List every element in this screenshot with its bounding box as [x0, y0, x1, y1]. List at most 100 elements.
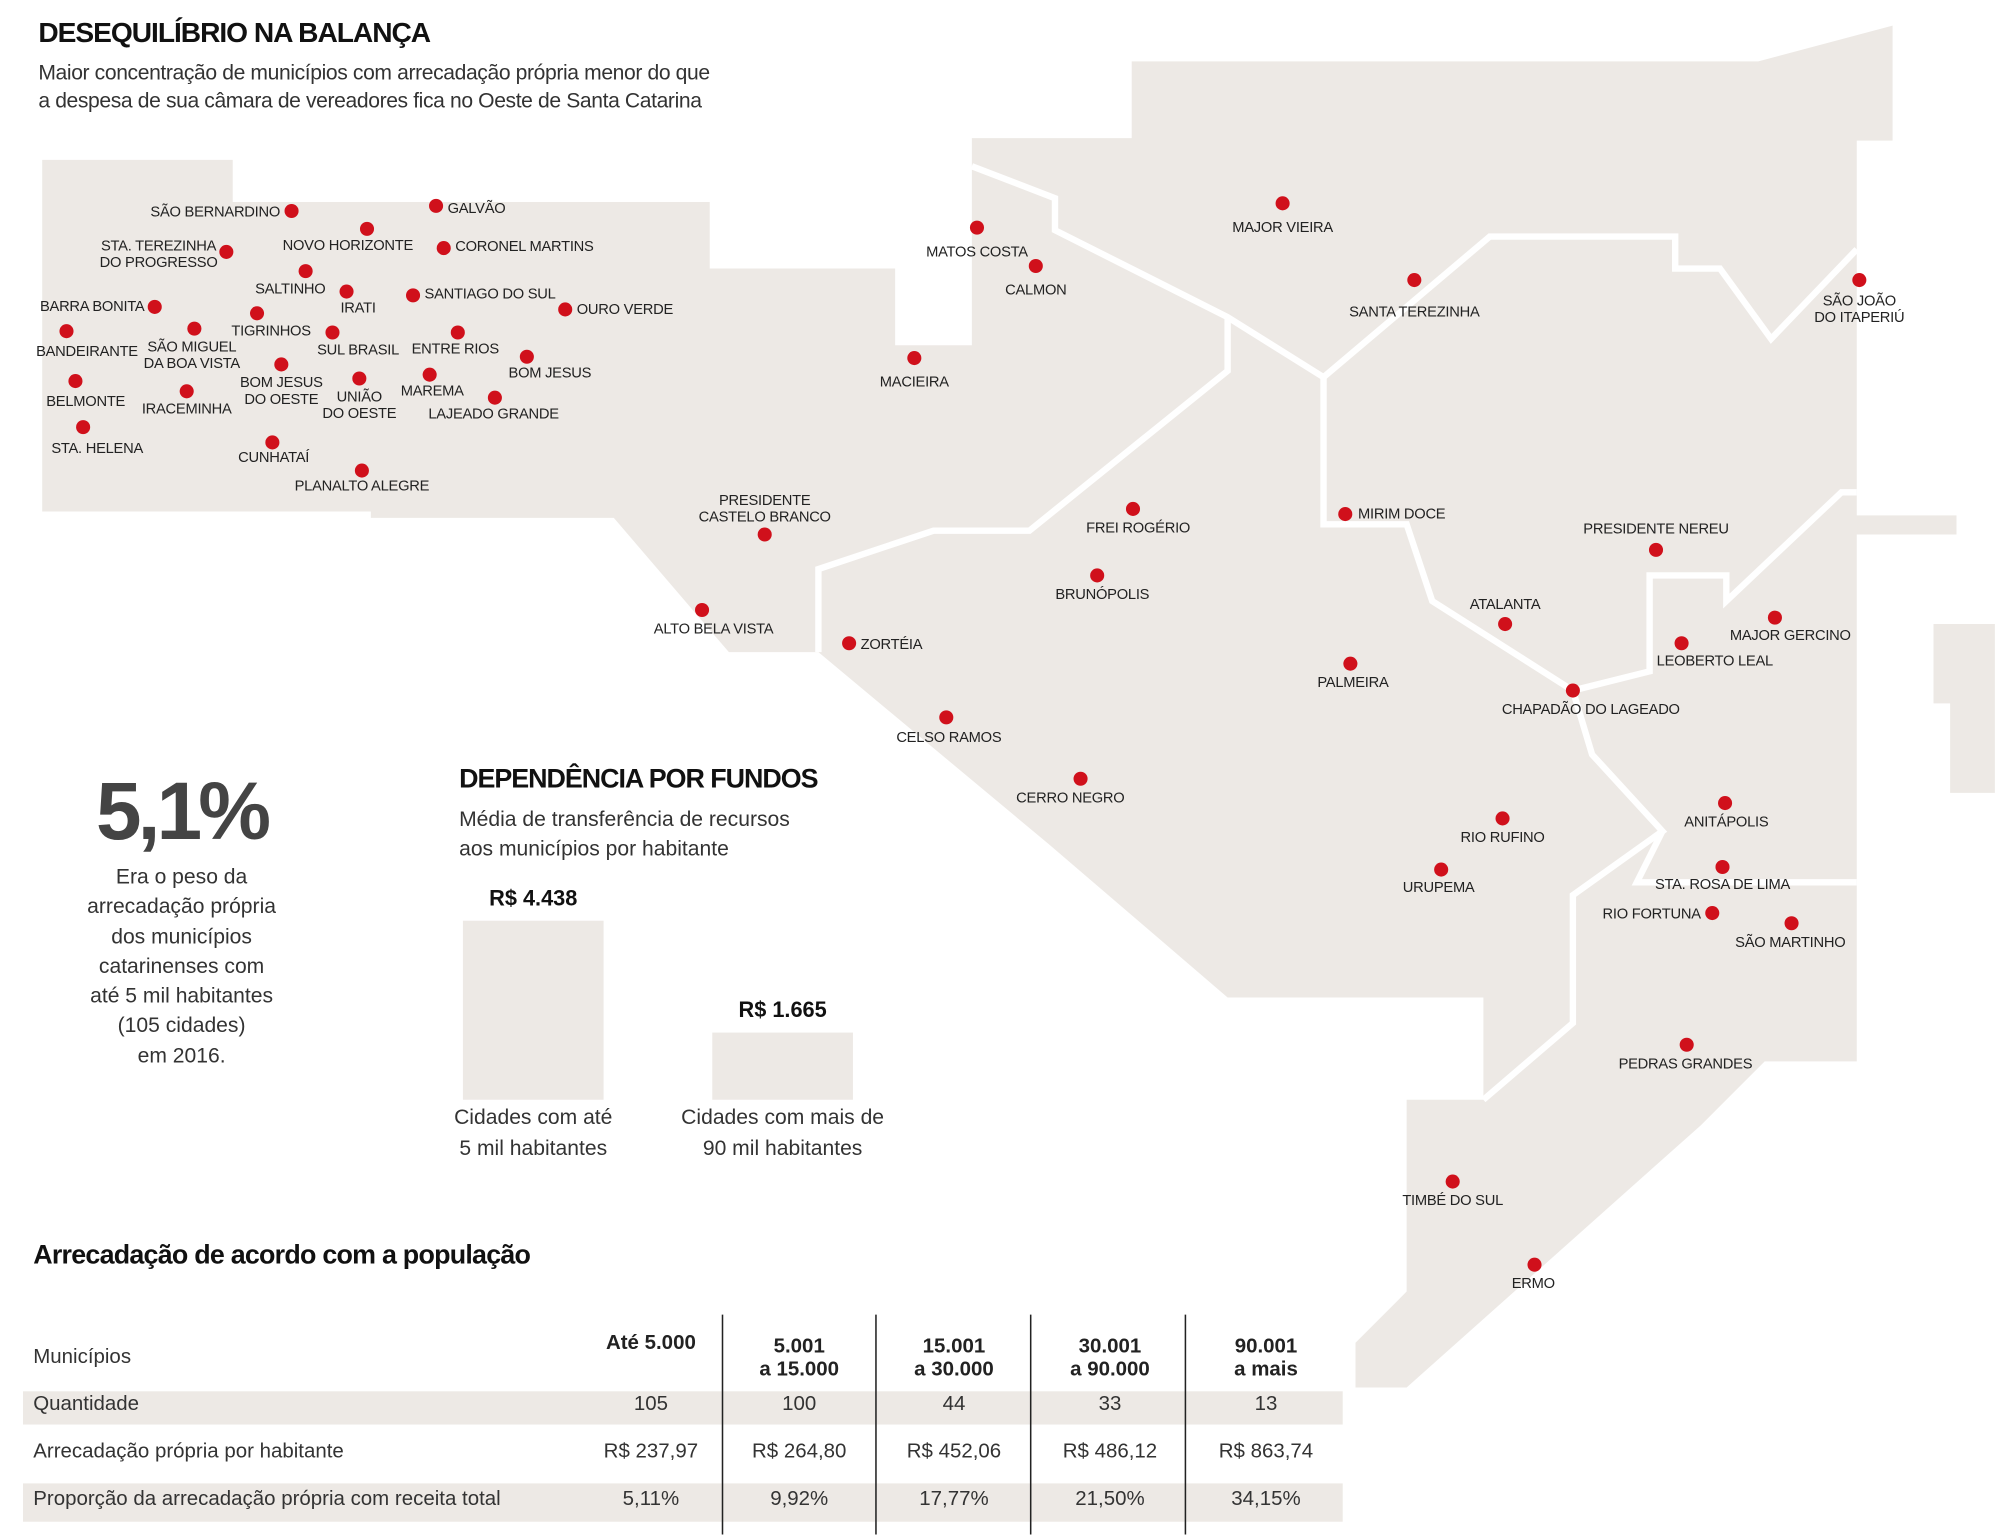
- city-marker: [939, 710, 954, 725]
- city-marker: [1784, 916, 1799, 931]
- city-label: IRACEMINHA: [141, 402, 232, 418]
- table-cell: 105: [633, 1393, 668, 1416]
- city-label: ZORTÉIA: [860, 637, 923, 653]
- city-marker: [179, 384, 194, 399]
- city-label: SANTIAGO DO SUL: [424, 286, 556, 303]
- title: DESEQUILÍBRIO NA BALANÇA: [38, 16, 431, 49]
- highlight-text: Era o peso da arrecadação própria dos mu…: [87, 865, 276, 1068]
- city-label: SUL BRASIL: [317, 343, 400, 359]
- city-label: MATOS COSTA: [926, 244, 1028, 261]
- city-marker: [1718, 796, 1733, 811]
- table-cell: 13: [1254, 1393, 1278, 1416]
- city-label: STA. ROSA DE LIMA: [1654, 877, 1791, 894]
- city-label: SALTINHO: [255, 281, 326, 298]
- bar: [462, 920, 604, 1100]
- table-cell: 34,15%: [1231, 1488, 1301, 1510]
- city-label: BARRA BONITA: [39, 299, 145, 316]
- city-marker: [1527, 1257, 1542, 1272]
- city-marker: [842, 636, 857, 651]
- city-marker: [1674, 636, 1689, 651]
- city-label: SÃO JOÃO DO ITAPERIÚ: [1814, 293, 1905, 327]
- city-label: ENTRE RIOS: [411, 341, 500, 358]
- city-marker: [59, 324, 74, 339]
- city-marker: [274, 357, 289, 372]
- border: [1320, 377, 1857, 694]
- city-marker: [76, 420, 91, 435]
- city-marker: [284, 203, 299, 219]
- city-marker: [1275, 196, 1290, 211]
- city-marker: [1125, 501, 1141, 516]
- city-label: CUNHATAÍ: [238, 450, 310, 466]
- city-label: SÃO BERNARDINO: [150, 205, 281, 221]
- city-label: NOVO HORIZONTE: [282, 238, 414, 254]
- table-cell: R$ 452,06: [906, 1440, 1002, 1463]
- city-marker: [249, 306, 265, 321]
- city-marker: [436, 241, 451, 256]
- city-label: LAJEADO GRANDE: [428, 407, 559, 423]
- border: [1631, 829, 1857, 886]
- table-header: 15.001 a 30.000: [914, 1335, 994, 1382]
- value-label: R$ 1.665: [738, 998, 827, 1023]
- city-label: CELSO RAMOS: [896, 730, 1002, 747]
- city-marker: [68, 374, 83, 389]
- city-marker: [450, 325, 465, 340]
- city-label: URUPEMA: [1402, 880, 1475, 896]
- table-cell: 5,11%: [622, 1488, 680, 1510]
- city-label: BOM JESUS: [508, 366, 592, 382]
- table-cell: R$ 486,12: [1062, 1440, 1158, 1463]
- city-label: TIGRINHOS: [231, 324, 311, 340]
- city-marker: [1705, 906, 1720, 921]
- city-label: MACIEIRA: [879, 375, 949, 391]
- category-label: Cidades com mais de 90 mil habitantes: [681, 1106, 885, 1160]
- city-marker: [1565, 683, 1580, 698]
- city-marker: [1495, 811, 1510, 826]
- border: [1481, 689, 1668, 1103]
- city-marker: [352, 371, 367, 386]
- city-marker: [187, 321, 202, 336]
- city-label: BELMONTE: [46, 394, 126, 410]
- city-label: MIRIM DOCE: [1358, 506, 1446, 523]
- city-label: ALTO BELA VISTA: [653, 621, 774, 638]
- city-marker: [429, 198, 444, 213]
- city-label: TIMBÉ DO SUL: [1402, 1193, 1504, 1209]
- city-marker: [1407, 273, 1422, 288]
- city-marker: [519, 349, 534, 364]
- state-map: [42, 25, 1957, 1388]
- city-marker: [1073, 771, 1088, 786]
- city-label: CHAPADÃO DO LAGEADO: [1501, 702, 1680, 718]
- city-marker: [422, 367, 437, 382]
- table-cell: 21,50%: [1075, 1488, 1145, 1510]
- table-header: Até 5.000: [605, 1332, 696, 1354]
- table-row-label: Arrecadação própria por habitante: [33, 1440, 344, 1463]
- city-label: PLANALTO ALEGRE: [294, 478, 430, 495]
- city-marker: [1767, 610, 1782, 625]
- city-marker: [1028, 258, 1043, 274]
- city-marker: [487, 390, 502, 405]
- city-marker: [1498, 617, 1513, 632]
- table-cell: R$ 264,80: [752, 1440, 847, 1463]
- city-marker: [147, 299, 162, 314]
- table-cell: 9,92%: [770, 1488, 829, 1510]
- table-cell: R$ 863,74: [1218, 1440, 1314, 1463]
- city-marker: [359, 221, 375, 236]
- city-label: MAJOR VIEIRA: [1232, 220, 1333, 236]
- table-row-label: Proporção da arrecadação própria com rec…: [33, 1488, 501, 1510]
- city-label: STA. TEREZINHA DO PROGRESSO: [99, 238, 218, 272]
- city-marker: [1852, 273, 1867, 288]
- city-label: SANTA TEREZINHA: [1349, 304, 1480, 321]
- table-cell: 100: [782, 1393, 817, 1416]
- category-label: Cidades com até 5 mil habitantes: [454, 1106, 613, 1160]
- city-label: PEDRAS GRANDES: [1618, 1056, 1753, 1073]
- city-label: FREI ROGÉRIO: [1086, 520, 1191, 537]
- city-marker: [265, 435, 280, 450]
- table-cell: 44: [942, 1393, 966, 1416]
- city-label: BANDEIRANTE: [36, 344, 138, 360]
- city-label: IRATI: [340, 301, 376, 317]
- city-label: PALMEIRA: [1317, 675, 1389, 692]
- table-cell: R$ 237,97: [603, 1440, 699, 1463]
- city-marker: [1715, 859, 1730, 875]
- city-label: PRESIDENTE NEREU: [1583, 522, 1729, 538]
